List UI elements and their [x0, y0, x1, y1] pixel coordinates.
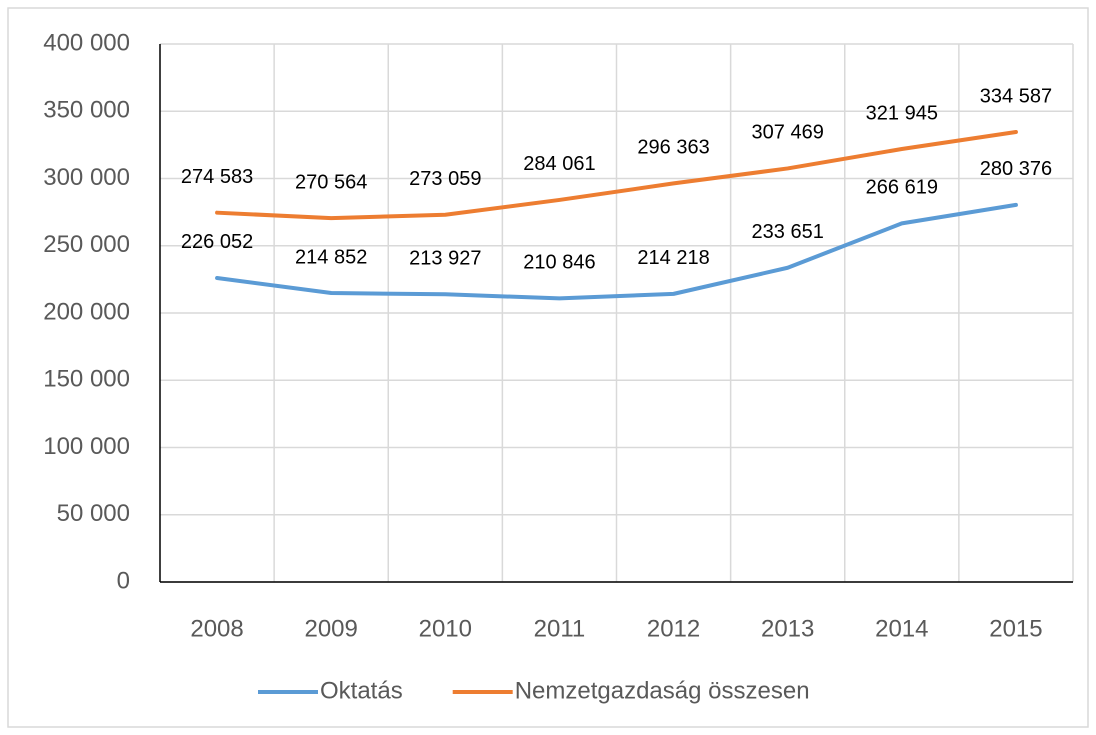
y-tick-label: 50 000 [57, 500, 130, 527]
x-tick-label: 2014 [875, 615, 928, 642]
y-tick-label: 250 000 [43, 231, 130, 258]
x-tick-label: 2008 [190, 615, 243, 642]
data-label: 307 469 [752, 122, 824, 144]
y-tick-label: 400 000 [43, 29, 130, 56]
x-tick-label: 2015 [989, 615, 1042, 642]
x-tick-label: 2011 [534, 615, 586, 642]
data-label: 266 619 [866, 177, 938, 199]
data-label: 280 376 [980, 158, 1052, 180]
series-line [215, 202, 1018, 301]
legend-label: Nemzetgazdaság összesen [515, 677, 810, 704]
data-label: 233 651 [752, 221, 824, 243]
data-label: 270 564 [295, 171, 367, 193]
y-tick-label: 200 000 [43, 298, 130, 325]
chart-border [7, 7, 1089, 728]
data-label: 273 059 [409, 168, 481, 190]
data-label: 214 852 [295, 246, 367, 268]
x-tick-label: 2013 [761, 615, 814, 642]
y-tick-label: 150 000 [43, 366, 130, 393]
data-label: 214 218 [637, 247, 709, 269]
data-label: 210 846 [523, 252, 595, 274]
y-tick-label: 300 000 [43, 164, 130, 191]
data-label: 296 363 [637, 137, 709, 159]
x-tick-label: 2009 [304, 615, 357, 642]
data-label: 213 927 [409, 248, 481, 270]
data-label: 274 583 [181, 166, 253, 188]
data-label: 334 587 [980, 85, 1052, 107]
y-tick-label: 350 000 [43, 97, 130, 124]
y-tick-label: 0 [117, 567, 130, 594]
data-label: 226 052 [181, 231, 253, 253]
data-label: 284 061 [523, 153, 595, 175]
legend-label: Oktatás [320, 677, 403, 704]
x-tick-label: 2010 [419, 615, 472, 642]
series-line [215, 129, 1018, 221]
x-tick-label: 2012 [647, 615, 700, 642]
data-label: 321 945 [866, 102, 938, 124]
y-tick-label: 100 000 [43, 433, 130, 460]
